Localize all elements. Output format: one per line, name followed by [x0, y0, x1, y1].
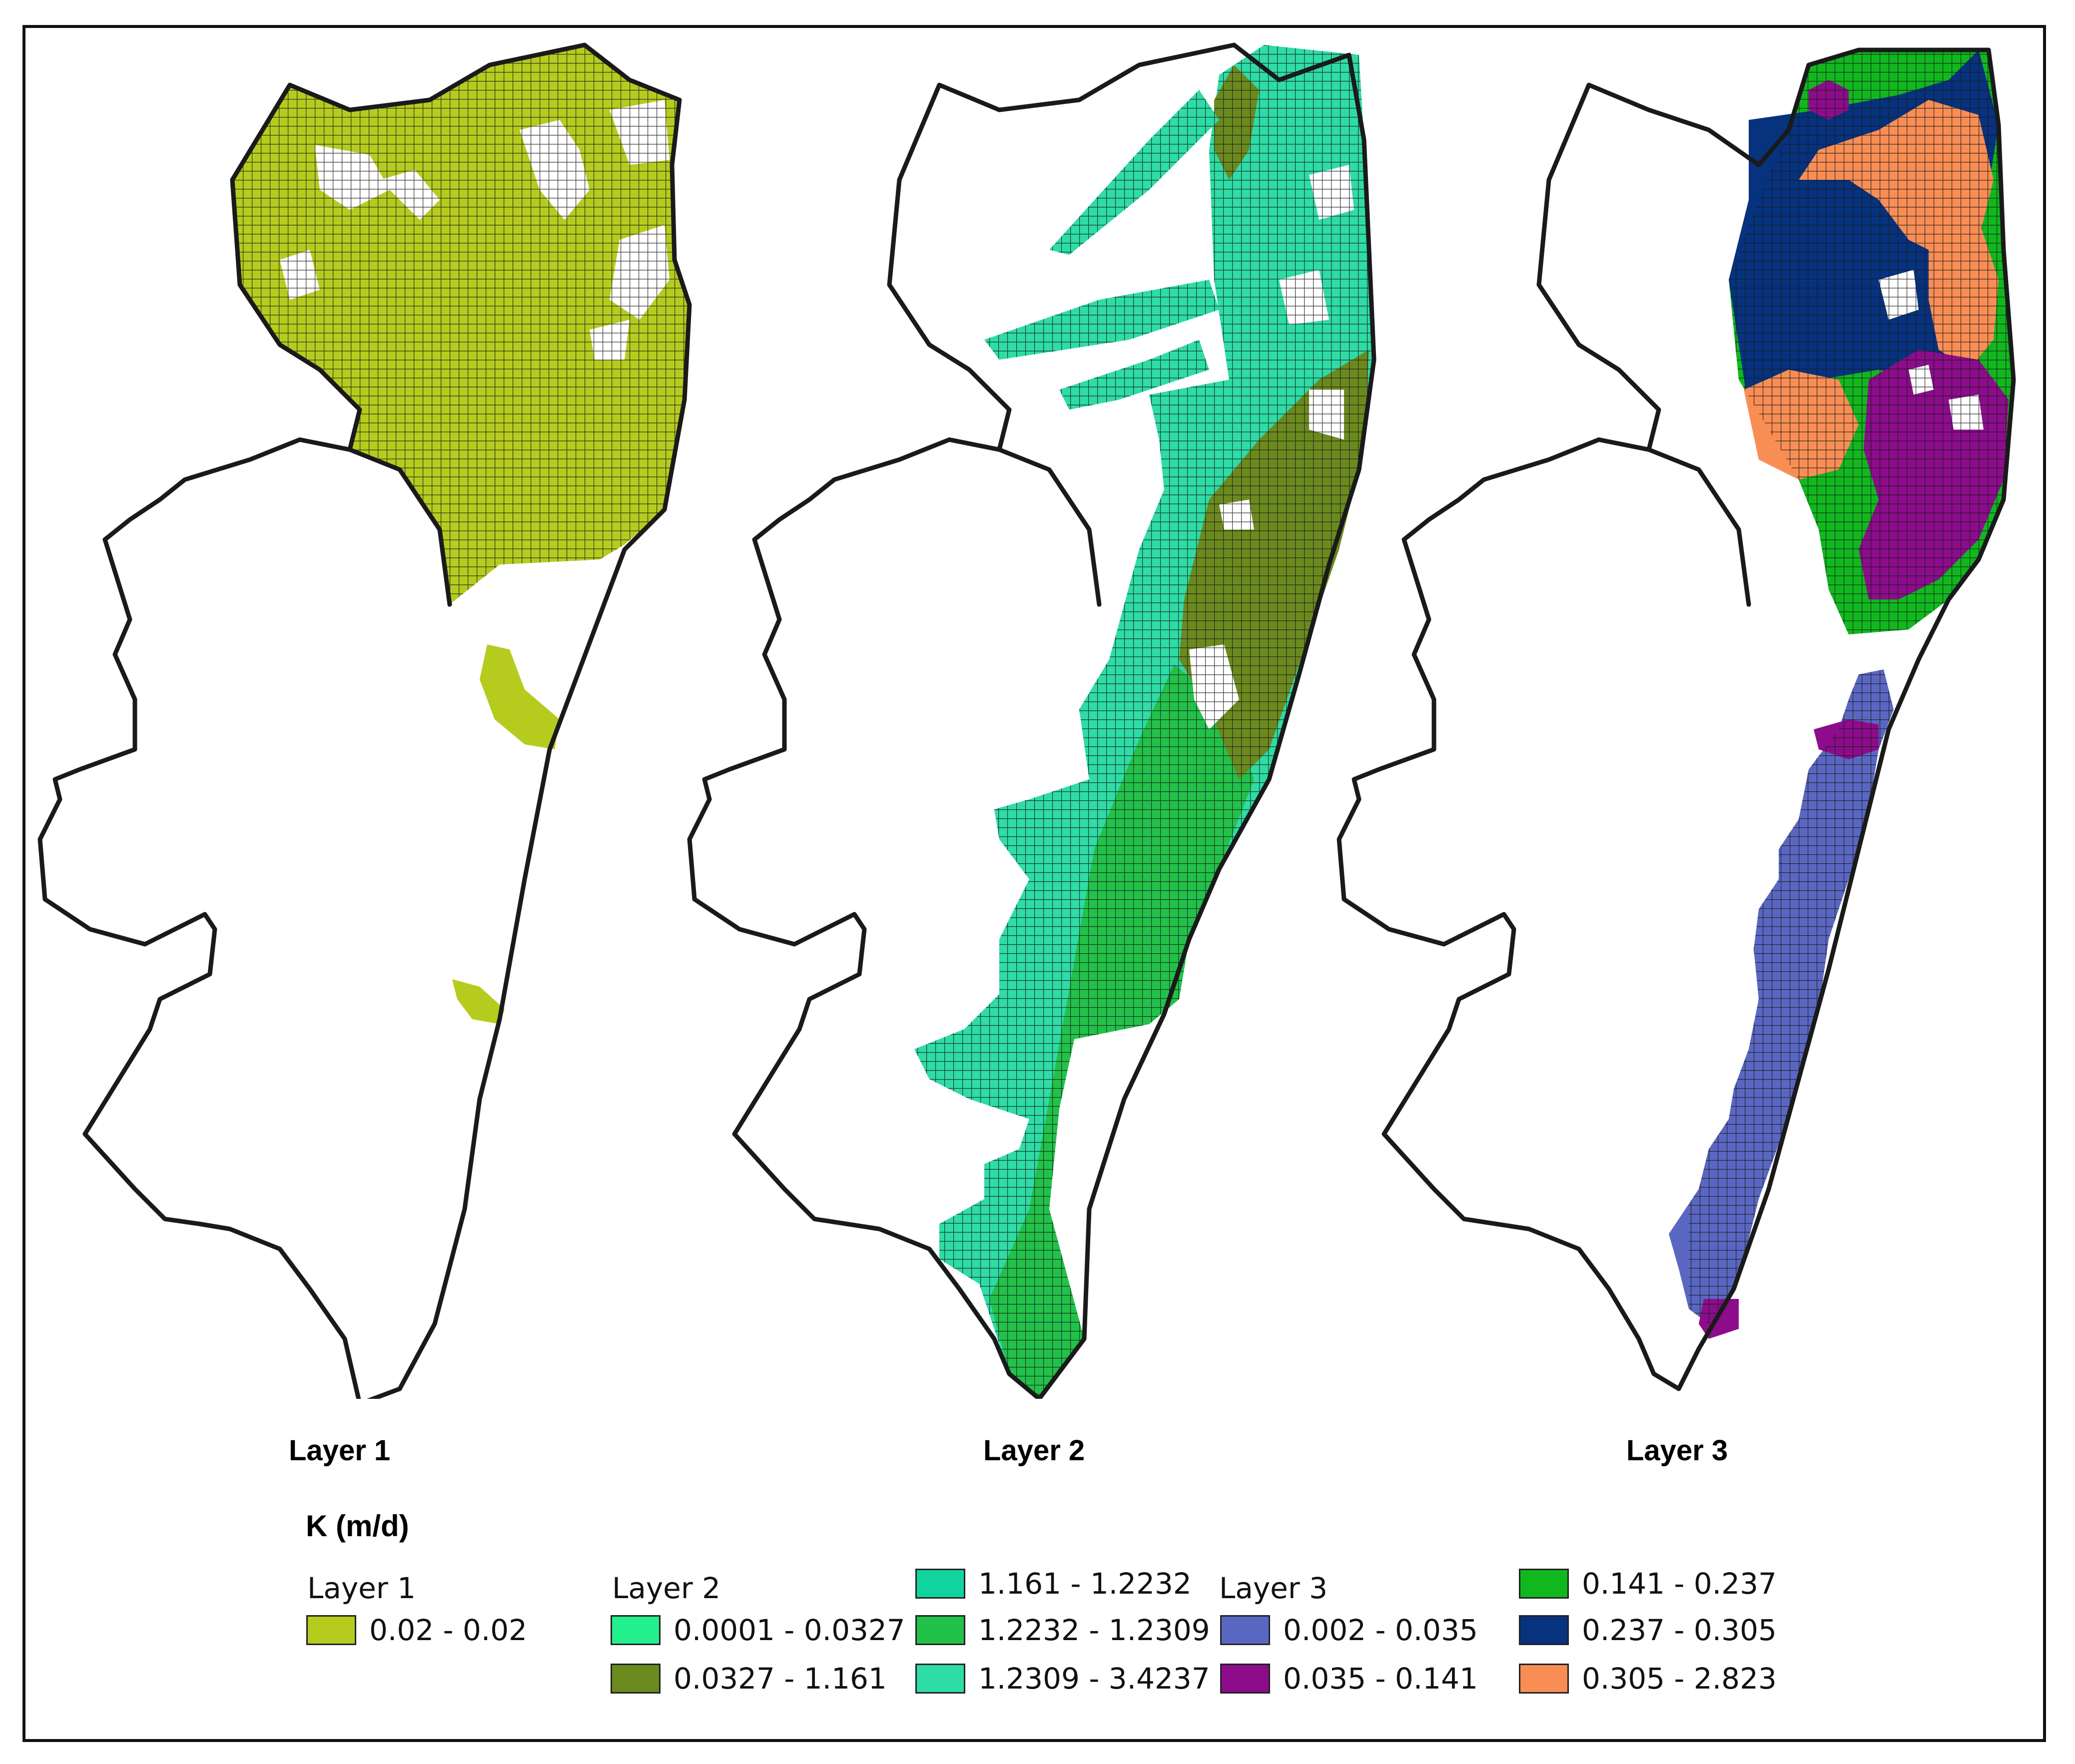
legend-group-title-layer-2: Layer 2 [612, 1571, 721, 1605]
legend-label: 0.141 - 0.237 [1582, 1567, 1777, 1601]
legend-item: 0.035 - 0.141 [1220, 1661, 1478, 1696]
legend-item: 0.237 - 0.305 [1519, 1613, 1777, 1648]
panel-title-layer-2: Layer 2 [983, 1434, 1085, 1467]
legend-swatch [1519, 1569, 1569, 1599]
legend-swatch [611, 1664, 661, 1694]
legend-item: 0.0001 - 0.0327 [611, 1613, 905, 1648]
map-panel-layer-2 [687, 42, 1377, 1399]
legend-item: 0.0327 - 1.161 [611, 1661, 887, 1696]
legend-item: 0.141 - 0.237 [1519, 1566, 1777, 1601]
legend-swatch [915, 1569, 965, 1599]
legend-swatch [1519, 1615, 1569, 1645]
legend-swatch [1519, 1664, 1569, 1694]
maps-svg [37, 42, 2016, 1399]
legend-label: 1.161 - 1.2232 [978, 1567, 1192, 1601]
legend-label: 0.035 - 0.141 [1283, 1662, 1478, 1696]
legend-item: 0.305 - 2.823 [1519, 1661, 1777, 1696]
layer2-grid-cells [914, 45, 1374, 1399]
legend-label: 1.2309 - 3.4237 [978, 1662, 1210, 1696]
legend-swatch [915, 1615, 965, 1645]
legend-title: K (m/d) [306, 1509, 409, 1543]
legend-label: 0.002 - 0.035 [1283, 1613, 1478, 1647]
layer1-grid-cells [232, 45, 690, 619]
legend-swatch [915, 1664, 965, 1694]
legend-swatch [1220, 1615, 1270, 1645]
legend-swatch [611, 1615, 661, 1645]
legend-label: 0.237 - 0.305 [1582, 1613, 1777, 1647]
layer1-zone-mid [480, 644, 560, 749]
legend-item: 0.02 - 0.02 [306, 1613, 527, 1648]
map-panel-layer-1 [37, 42, 692, 1399]
legend-label: 0.0001 - 0.0327 [674, 1613, 905, 1647]
map-frame [22, 25, 2046, 1742]
legend-item: 1.161 - 1.2232 [915, 1566, 1192, 1601]
legend-swatch [1220, 1664, 1270, 1694]
legend-item: 0.002 - 0.035 [1220, 1613, 1478, 1648]
panel-title-layer-1: Layer 1 [289, 1434, 391, 1467]
legend-swatch [306, 1615, 356, 1645]
map-panel-layer-3 [1337, 47, 2016, 1391]
legend-label: 0.305 - 2.823 [1582, 1662, 1777, 1696]
legend-group-title-layer-3: Layer 3 [1219, 1571, 1328, 1605]
legend-label: 0.02 - 0.02 [369, 1613, 528, 1647]
legend-group-title-layer-1: Layer 1 [307, 1571, 416, 1605]
panel-title-layer-3: Layer 3 [1626, 1434, 1728, 1467]
legend-item: 1.2232 - 1.2309 [915, 1613, 1210, 1648]
layer1-zone-south [452, 979, 505, 1024]
layer2-outline [687, 42, 1377, 1399]
layer1-outline [37, 42, 692, 1399]
layer3-outline [1337, 47, 2016, 1391]
legend-label: 0.0327 - 1.161 [674, 1662, 887, 1696]
legend-label: 1.2232 - 1.2309 [978, 1613, 1210, 1647]
legend-item: 1.2309 - 3.4237 [915, 1661, 1210, 1696]
